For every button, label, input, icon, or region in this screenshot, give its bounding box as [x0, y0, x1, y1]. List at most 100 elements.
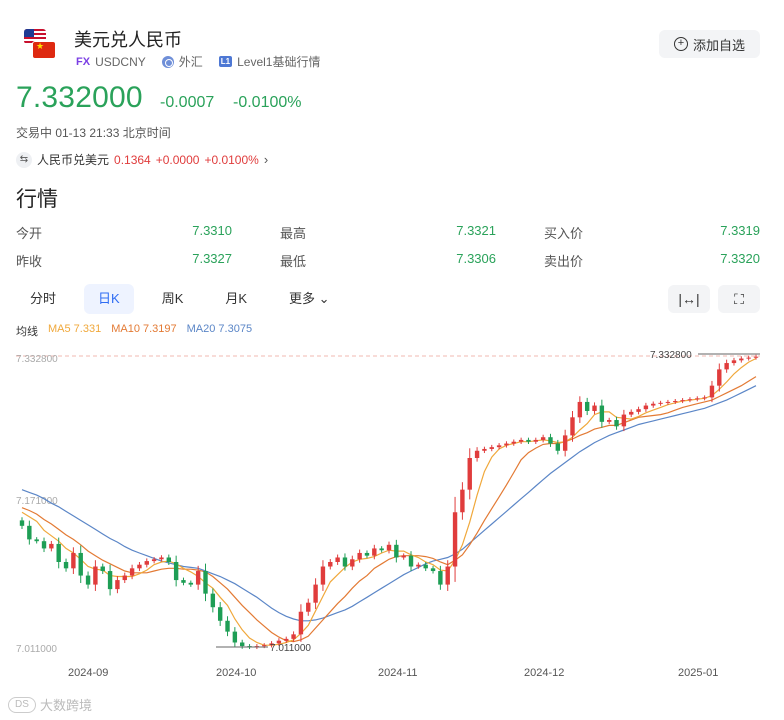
x-axis-label: 2024-09: [68, 667, 108, 679]
ma-legend: 均线 MA5 7.331 MA10 7.3197 MA20 7.3075: [16, 323, 252, 339]
candle-body: [350, 559, 355, 567]
candle-body: [217, 607, 223, 621]
candle-body: [607, 420, 612, 422]
chevron-right-icon: ›: [263, 152, 269, 167]
candle-body: [203, 571, 208, 594]
fx-badge: FX: [76, 55, 91, 68]
candle-body: [195, 571, 201, 585]
tab-weekly-k[interactable]: 周K: [161, 291, 184, 306]
candle-body: [599, 405, 605, 422]
stat-value-high: 7.3321: [456, 223, 496, 238]
candle-body: [85, 575, 91, 585]
tab-intraday[interactable]: 分时: [30, 291, 57, 306]
candle-body: [651, 403, 656, 406]
x-axis-label: 2024-12: [524, 667, 564, 679]
candle-body: [636, 409, 641, 412]
candle-body: [306, 602, 311, 612]
candle-body: [489, 447, 494, 449]
stat-value-ask: 7.3320: [720, 251, 760, 266]
cross-rate-link[interactable]: ⇆ 人民币兑美元 0.1364 +0.0000 +0.0100% ›: [16, 151, 268, 168]
stat-label-low: 最低: [280, 254, 307, 269]
candle-body: [379, 548, 384, 551]
candle-body: [540, 437, 546, 440]
candle-body: [658, 402, 663, 404]
expand-horizontal-button[interactable]: |↔|: [668, 285, 710, 313]
candle-body: [19, 520, 25, 526]
add-watchlist-button[interactable]: + 添加自选: [659, 30, 760, 58]
ma-legend-label: 均线: [16, 326, 38, 338]
candle-body: [335, 557, 340, 562]
swap-icon: ⇆: [16, 151, 32, 168]
x-axis-label: 2024-11: [378, 667, 418, 679]
ma5-line: [21, 357, 757, 646]
candle-body: [357, 552, 362, 560]
candle-body: [746, 357, 751, 359]
candle-body: [34, 539, 39, 542]
candlestick-chart[interactable]: 7.332800 7.171000 7.011000 7.332800 7.01…: [0, 340, 784, 680]
candle-body: [71, 552, 76, 569]
candle-body: [496, 445, 502, 448]
candle-body: [709, 385, 715, 398]
candle-body: [629, 411, 634, 415]
section-title: 行情: [16, 188, 58, 211]
candle-body: [364, 552, 370, 556]
y-axis-label-bottom: 7.011000: [16, 644, 57, 655]
candle-body: [408, 555, 414, 567]
candle-body: [284, 638, 289, 641]
price-change-percent: -0.0100%: [233, 94, 302, 111]
tab-daily-k[interactable]: 日K: [84, 284, 134, 314]
ma10-legend: MA10 7.3197: [111, 323, 177, 335]
ma20-legend: MA20 7.3075: [186, 323, 253, 335]
candle-body: [467, 458, 472, 490]
candle-body: [372, 548, 377, 556]
watermark-logo-icon: DS: [8, 696, 36, 713]
period-tabs: 分时 日K 周K 月K 更多 ⌄: [16, 284, 358, 314]
candle-body: [107, 571, 113, 590]
candle-body: [511, 441, 516, 444]
stat-label-prev-close: 昨收: [16, 254, 43, 269]
candle-body: [416, 564, 421, 567]
watermark-text: 大数跨境: [40, 698, 93, 713]
cross-change-percent: +0.0100%: [204, 152, 259, 167]
min-marker-label: 7.011000: [270, 643, 311, 654]
candle-body: [210, 593, 216, 608]
candle-body: [445, 566, 450, 585]
ma5-legend: MA5 7.331: [48, 323, 102, 335]
candle-body: [474, 450, 480, 459]
x-axis-label: 2025-01: [678, 667, 718, 679]
candle-body: [115, 580, 120, 590]
max-marker-label: 7.332800: [650, 350, 692, 361]
candle-body: [753, 356, 759, 358]
candle-body: [27, 525, 32, 540]
y-axis-label-mid: 7.171000: [16, 496, 58, 507]
tab-more[interactable]: 更多 ⌄: [275, 284, 344, 314]
candle-body: [584, 401, 590, 411]
stat-label-high: 最高: [280, 226, 307, 241]
candle-body: [460, 489, 465, 513]
fullscreen-button[interactable]: ⛶: [718, 285, 760, 313]
candle-body: [430, 568, 436, 572]
candle-body: [137, 564, 142, 569]
stat-label-open: 今开: [16, 226, 43, 241]
stat-value-low: 7.3306: [456, 251, 496, 266]
candle-body: [643, 405, 649, 410]
arrows-horizontal-icon: |↔|: [678, 291, 700, 307]
candle-body: [739, 358, 744, 361]
level-text: Level1基础行情: [237, 55, 321, 69]
currency-flags-icon: [24, 29, 56, 61]
candle-body: [577, 401, 583, 418]
candle-body: [562, 435, 568, 451]
candle-body: [225, 620, 230, 632]
ma20-line: [21, 385, 757, 622]
candle-body: [555, 443, 561, 451]
stat-value-open: 7.3310: [192, 223, 232, 238]
tab-monthly-k[interactable]: 月K: [225, 291, 248, 306]
candle-body: [100, 566, 105, 572]
candle-body: [144, 561, 149, 565]
candle-body: [173, 561, 179, 581]
y-axis-label-top: 7.332800: [16, 354, 58, 365]
candle-body: [504, 443, 509, 446]
candle-body: [724, 363, 729, 370]
candle-body: [695, 398, 700, 400]
watermark: DS 大数跨境: [8, 695, 92, 714]
